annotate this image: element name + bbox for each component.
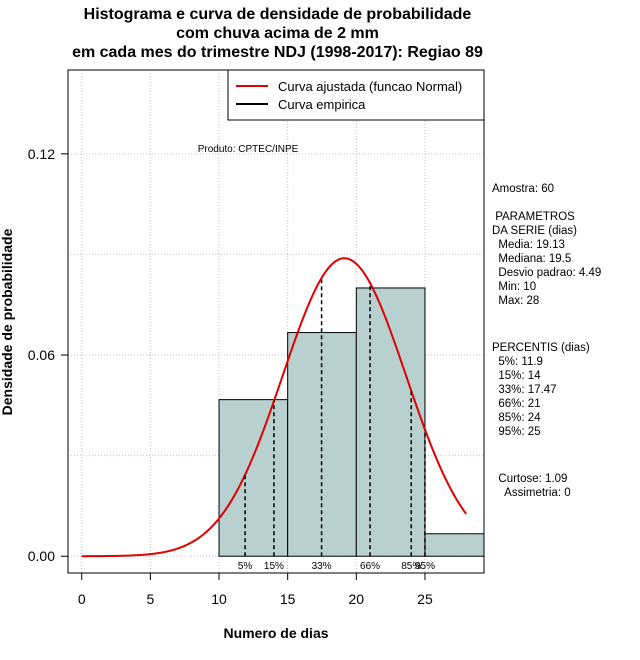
histogram-bar-4 <box>424 533 485 557</box>
stat-std-dev: Desvio padrao: 4.49 <box>492 267 602 279</box>
x-tick-label: 10 <box>211 591 227 607</box>
product-annotation: Produto: CPTEC/INPE <box>198 144 299 155</box>
stat-p33: 33%: 17.47 <box>492 384 557 396</box>
x-tick-label: 20 <box>349 591 365 607</box>
y-axis: 0.00 0.06 0.12 <box>28 146 69 564</box>
percentile-label-p33: 33% <box>312 561 332 572</box>
legend-label-empirical: Curva empirica <box>278 97 366 112</box>
params-title-2: DA SERIE (dias) <box>492 225 577 237</box>
chart-title-line-2: com chuva acima de 2 mm <box>176 25 379 42</box>
y-tick-label: 0.00 <box>28 548 55 564</box>
sample-size-text: Amostra: 60 <box>492 183 554 195</box>
stat-skewness: Assimetria: 0 <box>492 487 571 499</box>
x-tick-label: 25 <box>417 591 433 607</box>
stat-p15: 15%: 14 <box>492 370 541 382</box>
percentile-label-p95: 95% <box>415 561 435 572</box>
chart-title-line-1: Histograma e curva de densidade de proba… <box>83 6 472 23</box>
legend: Curva ajustada (funcao Normal) Curva emp… <box>227 69 485 121</box>
stat-p95: 95%: 25 <box>492 426 541 438</box>
percentile-labels: 5% 15% 33% 66% 85%95% <box>238 561 435 572</box>
chart-title-line-3: em cada mes do trimestre NDJ (1998-2017)… <box>72 44 483 61</box>
histogram-bars <box>218 287 485 557</box>
x-tick-label: 0 <box>78 591 86 607</box>
percentiles-title: PERCENTIS (dias) <box>492 342 590 354</box>
x-axis: 0 5 10 15 20 25 <box>78 572 433 607</box>
percentile-lines <box>244 277 426 557</box>
stat-kurtosis: Curtose: 1.09 <box>492 473 568 485</box>
x-tick-label: 15 <box>280 591 296 607</box>
x-tick-label: 5 <box>146 591 154 607</box>
stat-median: Mediana: 19.5 <box>492 253 572 265</box>
legend-label-normal: Curva ajustada (funcao Normal) <box>278 79 462 94</box>
percentile-label-p85: 85% <box>401 561 421 572</box>
percentile-label-p66: 66% <box>360 561 380 572</box>
y-tick-label: 0.06 <box>28 347 55 363</box>
stat-min: Min: 10 <box>492 281 537 293</box>
percentile-label-p15: 15% <box>264 561 284 572</box>
y-axis-label: Densidade de probabilidade <box>0 228 15 415</box>
stat-p5: 5%: 11.9 <box>492 356 543 368</box>
stat-mean: Media: 19.13 <box>492 239 565 251</box>
stat-max: Max: 28 <box>492 295 540 307</box>
y-tick-label: 0.12 <box>28 146 55 162</box>
histogram-bar-3 <box>355 287 426 557</box>
percentile-label-p5: 5% <box>238 561 253 572</box>
stat-p66: 66%: 21 <box>492 398 541 410</box>
x-axis-label: Numero de dias <box>223 625 328 641</box>
histogram-bar-1 <box>218 399 289 557</box>
stat-p85: 85%: 24 <box>492 412 541 424</box>
legend-box <box>227 69 485 121</box>
params-title-1: PARAMETROS <box>492 211 575 223</box>
